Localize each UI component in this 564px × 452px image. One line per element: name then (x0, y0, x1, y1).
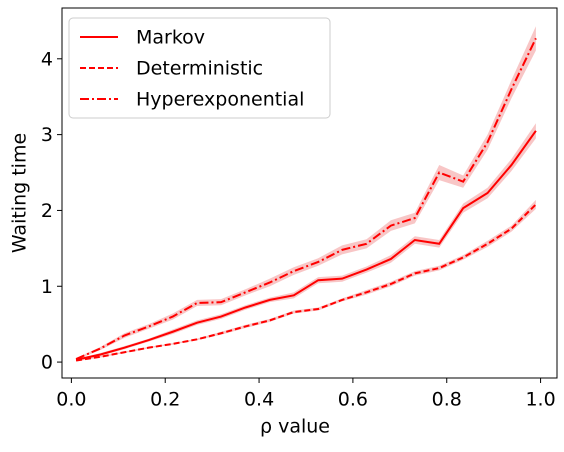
confidence-band (76, 123, 536, 361)
x-tick-label: 0.6 (338, 389, 368, 411)
x-tick-label: 1.0 (525, 389, 555, 411)
y-tick-label: 2 (41, 200, 53, 222)
confidence-band (76, 199, 536, 362)
series-line (75, 37, 537, 360)
legend-label: Markov (136, 27, 205, 49)
y-axis-label: Waiting time (9, 133, 31, 253)
legend-box (68, 17, 331, 119)
x-tick-label: 0.4 (244, 389, 274, 411)
series-line (75, 130, 537, 361)
y-tick-label: 0 (41, 352, 53, 374)
x-tick-label: 0.2 (150, 389, 180, 411)
y-tick-label: 1 (41, 276, 53, 298)
legend: Markov Deterministic Hyperexponential (68, 17, 331, 119)
y-tick-label: 3 (41, 124, 53, 146)
x-tick-label: 0.8 (432, 389, 462, 411)
legend-label: Hyperexponential (136, 89, 304, 111)
x-axis-label: ρ value (260, 416, 330, 438)
series-line (75, 203, 537, 362)
plot-frame (61, 7, 558, 379)
legend-label: Deterministic (136, 58, 263, 80)
y-tick-label: 4 (41, 48, 53, 70)
x-tick-label: 0.0 (56, 389, 86, 411)
